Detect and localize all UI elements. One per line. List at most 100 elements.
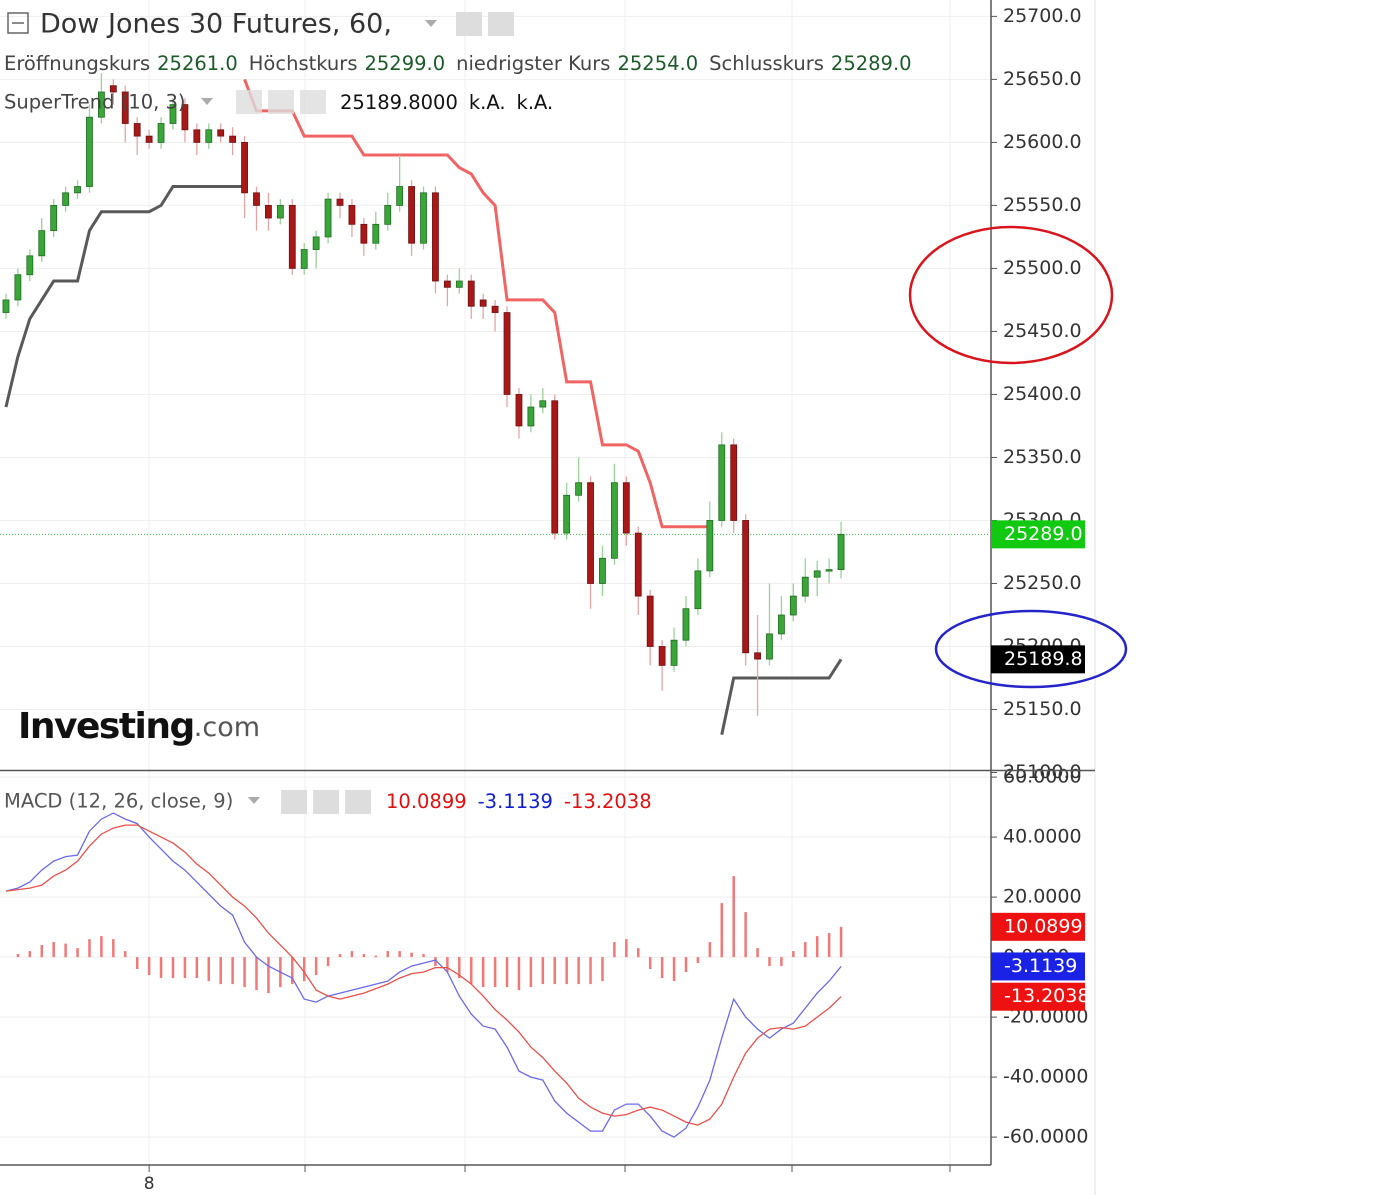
indicator-value: k.A. bbox=[517, 91, 554, 114]
y-tick-label: -60.0000 bbox=[1003, 1126, 1088, 1148]
candle-body bbox=[467, 280, 475, 307]
candle-body bbox=[420, 192, 427, 244]
candle-body bbox=[62, 192, 70, 206]
y-tick-label: 60.0000 bbox=[1003, 766, 1082, 788]
price-badge-label: 25289.0 bbox=[1004, 523, 1083, 545]
candle-body bbox=[682, 608, 690, 641]
macd-value: 10.0899 bbox=[386, 790, 467, 813]
macd-value: -3.1139 bbox=[478, 790, 553, 813]
candle-body bbox=[300, 249, 308, 269]
candle-body bbox=[205, 129, 213, 143]
candle-body bbox=[539, 400, 547, 408]
price-badge-label: -13.2038 bbox=[1004, 985, 1089, 1007]
dropdown-arrow[interactable] bbox=[248, 797, 260, 804]
price-badge bbox=[991, 645, 1085, 674]
price-badge bbox=[991, 952, 1085, 981]
price-badge bbox=[991, 520, 1085, 549]
indicator-value: 25189.8000 bbox=[340, 91, 458, 114]
candle-body bbox=[658, 646, 666, 666]
highlight-circle-blue bbox=[934, 609, 1128, 689]
candle-body bbox=[408, 186, 415, 244]
candle-body bbox=[503, 312, 511, 395]
settings-icon[interactable] bbox=[488, 12, 514, 36]
price-badge bbox=[991, 912, 1085, 941]
candle-body bbox=[86, 116, 93, 187]
candle-body bbox=[432, 192, 439, 282]
candle-body bbox=[98, 91, 105, 118]
ohlc-value: 25299.0 bbox=[364, 52, 445, 75]
frame bbox=[0, 0, 1095, 1166]
y-tick-label: 25450.0 bbox=[1003, 320, 1082, 342]
visibility-icon[interactable] bbox=[456, 12, 482, 36]
ohlc-label: Eröffnungskurs bbox=[4, 52, 150, 75]
candle-body bbox=[718, 444, 726, 521]
candle-body bbox=[384, 205, 392, 225]
candle-body bbox=[372, 223, 380, 244]
candle-body bbox=[778, 614, 785, 635]
y-tick-label: 25650.0 bbox=[1003, 68, 1082, 90]
candle-body bbox=[837, 533, 845, 571]
candle-body bbox=[694, 570, 702, 610]
collapse-icon[interactable] bbox=[7, 12, 29, 34]
candle-body bbox=[670, 639, 678, 666]
candle-body bbox=[599, 557, 606, 584]
candle-body bbox=[181, 104, 189, 131]
logo: Investing.com bbox=[18, 706, 260, 747]
candle-body bbox=[133, 123, 141, 137]
candle-body bbox=[2, 299, 10, 313]
macd-title: MACD (12, 26, close, 9) bbox=[4, 790, 233, 813]
candle-body bbox=[801, 576, 809, 597]
candle-body bbox=[634, 532, 642, 597]
candle-body bbox=[312, 236, 320, 250]
settings-icon[interactable] bbox=[268, 90, 294, 114]
highlight-circle-red bbox=[908, 225, 1114, 365]
y-tick-label: -20.0000 bbox=[1003, 1006, 1088, 1028]
macd-value: -13.2038 bbox=[564, 790, 652, 813]
candle-body bbox=[587, 482, 594, 584]
candle-body bbox=[74, 186, 81, 194]
candle-body bbox=[121, 91, 129, 124]
price-badge-label: 25189.8 bbox=[1004, 648, 1083, 670]
candle-body bbox=[336, 198, 344, 206]
candle-body bbox=[730, 444, 738, 521]
candle-body bbox=[479, 299, 487, 307]
dropdown-arrow[interactable] bbox=[201, 98, 213, 105]
ohlc-value: 25289.0 bbox=[831, 52, 912, 75]
y-tick-label: 25250.0 bbox=[1003, 572, 1082, 594]
y-tick-label: 25700.0 bbox=[1003, 5, 1082, 27]
candle-body bbox=[789, 595, 797, 616]
candle-body bbox=[324, 198, 332, 238]
visibility-icon[interactable] bbox=[281, 790, 307, 814]
remove-icon[interactable] bbox=[345, 790, 371, 814]
y-tick-label: 20.0000 bbox=[1003, 886, 1082, 908]
candle-body bbox=[348, 205, 356, 225]
candle-body bbox=[766, 633, 773, 660]
y-tick-label: 25100.0 bbox=[1003, 761, 1082, 783]
logo-suffix: .com bbox=[194, 712, 260, 743]
header: Dow Jones 30 Futures, 60, Eröffnungskurs… bbox=[4, 9, 912, 814]
indicator-value: k.A. bbox=[469, 91, 506, 114]
candle-body bbox=[157, 123, 165, 143]
visibility-icon[interactable] bbox=[236, 90, 262, 114]
ohlc-value: 25261.0 bbox=[157, 52, 238, 75]
supertrend-line bbox=[4, 185, 843, 736]
macd-line bbox=[5, 824, 842, 1126]
candle-body bbox=[193, 129, 201, 143]
candle-body bbox=[50, 205, 58, 232]
candle-body bbox=[491, 305, 499, 313]
candle-body bbox=[527, 406, 535, 427]
y-tick-label: -40.0000 bbox=[1003, 1066, 1088, 1088]
ohlc-label: Schlusskurs bbox=[709, 52, 824, 75]
ohlc-label: Höchstkurs bbox=[249, 52, 358, 75]
dropdown-arrow[interactable] bbox=[425, 20, 437, 27]
candle-body bbox=[396, 186, 404, 206]
candle-body bbox=[455, 280, 463, 288]
settings-icon[interactable] bbox=[313, 790, 339, 814]
candle-body bbox=[26, 255, 34, 276]
candle-body bbox=[38, 230, 46, 257]
remove-icon[interactable] bbox=[300, 90, 326, 114]
candle-body bbox=[109, 85, 117, 93]
indicator-values: 25189.8000 k.A. k.A. bbox=[340, 91, 553, 114]
candle-body bbox=[276, 205, 284, 219]
